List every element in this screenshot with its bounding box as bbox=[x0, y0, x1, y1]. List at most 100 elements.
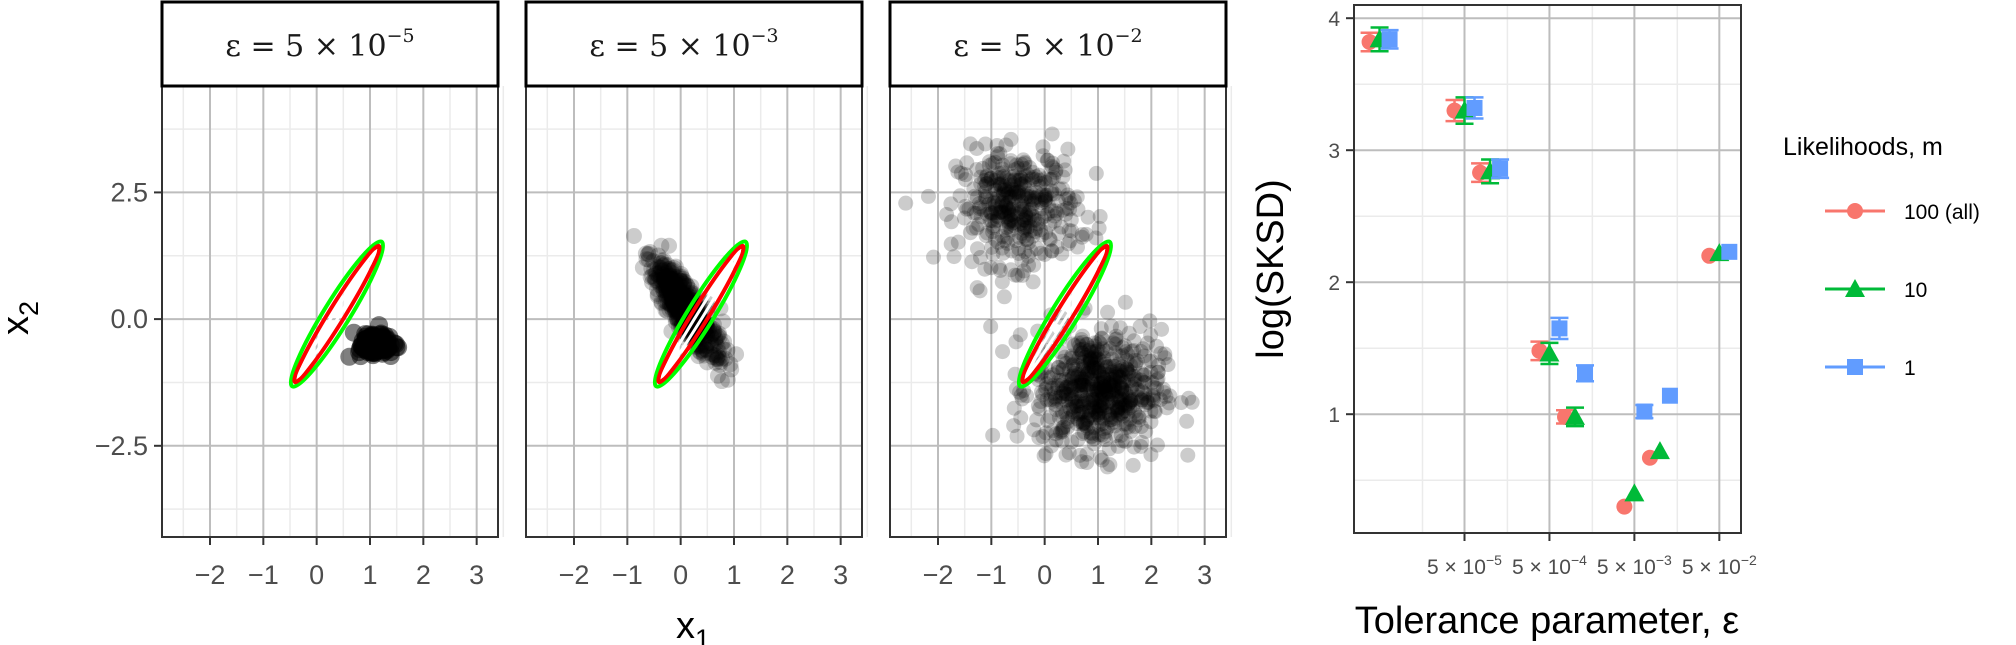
sample-point bbox=[1135, 384, 1151, 400]
sample-point bbox=[1143, 447, 1159, 463]
sample-point bbox=[995, 157, 1011, 173]
legend-label: 10 bbox=[1904, 279, 1927, 302]
sample-point bbox=[1065, 336, 1081, 352]
sample-point bbox=[1055, 386, 1071, 402]
contour-line bbox=[288, 239, 386, 389]
sample-point bbox=[1106, 382, 1122, 398]
sample-point bbox=[1097, 424, 1113, 440]
sample-point bbox=[660, 270, 677, 287]
sample-point bbox=[996, 168, 1012, 184]
sample-point bbox=[671, 291, 688, 308]
sample-point bbox=[1079, 382, 1095, 398]
sample-point bbox=[1109, 388, 1125, 404]
sample-point bbox=[1080, 394, 1096, 410]
sample-point bbox=[704, 349, 721, 366]
sample-point bbox=[1006, 176, 1022, 192]
sample-point bbox=[1096, 363, 1112, 379]
reference-contours bbox=[288, 239, 386, 389]
sample-point bbox=[1029, 189, 1045, 205]
sample-point bbox=[719, 371, 736, 388]
sample-point bbox=[657, 302, 674, 319]
sample-point bbox=[1111, 368, 1127, 384]
sample-point bbox=[1095, 370, 1111, 386]
sample-point bbox=[985, 224, 1001, 240]
sample-point bbox=[1055, 420, 1071, 436]
sample-point bbox=[1121, 395, 1137, 411]
sample-point bbox=[966, 205, 982, 221]
legend-item: 1 bbox=[1825, 357, 1916, 380]
sample-point bbox=[682, 281, 699, 298]
sample-point bbox=[683, 278, 700, 295]
sample-point bbox=[994, 175, 1010, 191]
sample-point bbox=[1139, 395, 1155, 411]
facet-strip bbox=[524, 0, 864, 88]
sample-point bbox=[1063, 350, 1079, 366]
sample-point bbox=[654, 266, 671, 283]
sample-point bbox=[995, 344, 1011, 360]
sample-point bbox=[709, 351, 726, 368]
sample-point bbox=[1071, 378, 1087, 394]
sample-point bbox=[668, 286, 685, 303]
sample-point bbox=[1033, 384, 1049, 400]
sample-point bbox=[1071, 350, 1087, 366]
sample-point bbox=[995, 185, 1011, 201]
sample-point bbox=[661, 289, 678, 306]
sample-point bbox=[1131, 410, 1147, 426]
sample-point bbox=[1050, 380, 1066, 396]
sample-point bbox=[709, 329, 726, 346]
x-tick-label: 0 bbox=[1037, 560, 1052, 590]
sample-point bbox=[1108, 328, 1124, 344]
sample-point bbox=[1098, 359, 1114, 375]
sample-point bbox=[987, 213, 1003, 229]
sample-point bbox=[1119, 352, 1135, 368]
sample-point bbox=[1140, 335, 1156, 351]
sample-point bbox=[667, 258, 684, 275]
sample-point bbox=[673, 273, 690, 290]
sample-point bbox=[1105, 403, 1121, 419]
sample-point bbox=[1104, 364, 1120, 380]
sample-point bbox=[1020, 167, 1036, 183]
sample-point bbox=[982, 204, 998, 220]
sample-point bbox=[1123, 393, 1139, 409]
sample-point bbox=[1063, 386, 1079, 402]
x-tick-label: 5 × 10−2 bbox=[1682, 552, 1757, 579]
sample-point bbox=[711, 328, 728, 345]
sample-point bbox=[1034, 195, 1050, 211]
sample-point bbox=[666, 300, 683, 317]
sample-point bbox=[1014, 201, 1030, 217]
sample-point bbox=[1086, 400, 1102, 416]
sample-point bbox=[1114, 433, 1130, 449]
sample-point bbox=[707, 347, 724, 364]
sample-point bbox=[1096, 374, 1112, 390]
sample-point bbox=[1058, 191, 1074, 207]
sample-point bbox=[1083, 350, 1099, 366]
sample-point bbox=[1056, 419, 1072, 435]
sample-point bbox=[1104, 318, 1120, 334]
sample-point bbox=[1003, 213, 1019, 229]
sample-point bbox=[1060, 392, 1076, 408]
sample-point bbox=[1132, 394, 1148, 410]
sample-point bbox=[1098, 343, 1114, 359]
sample-point bbox=[1125, 457, 1141, 473]
sample-point bbox=[723, 361, 740, 378]
sample-point bbox=[656, 261, 673, 278]
sample-point bbox=[1080, 366, 1096, 382]
sample-point bbox=[1122, 364, 1138, 380]
sample-point bbox=[1061, 222, 1077, 238]
data-point-triangle bbox=[1649, 441, 1670, 460]
sample-point bbox=[1044, 126, 1060, 142]
sample-point bbox=[1094, 365, 1110, 381]
sample-point bbox=[695, 345, 712, 362]
sample-point bbox=[1067, 365, 1083, 381]
sample-point bbox=[664, 284, 681, 301]
sample-point bbox=[969, 162, 985, 178]
sample-point bbox=[1093, 321, 1109, 337]
sample-point bbox=[996, 289, 1012, 305]
sample-point bbox=[1153, 346, 1169, 362]
sample-point bbox=[1046, 170, 1062, 186]
sample-point bbox=[1087, 349, 1103, 365]
sample-point bbox=[650, 247, 667, 264]
sample-point bbox=[1085, 392, 1101, 408]
sample-point bbox=[1104, 395, 1120, 411]
sample-point bbox=[1104, 351, 1120, 367]
